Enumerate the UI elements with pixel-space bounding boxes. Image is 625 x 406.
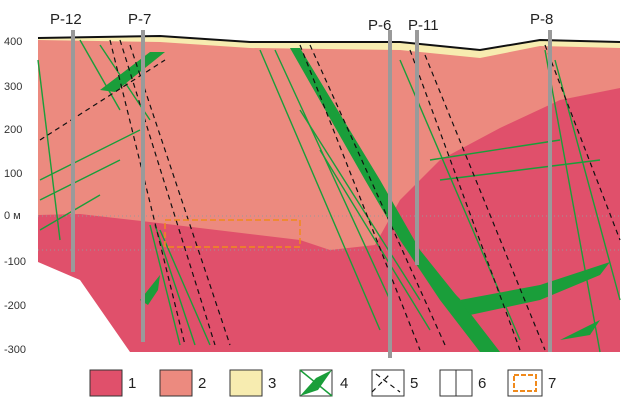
- legend-label: 6: [478, 375, 486, 392]
- legend-label: 3: [268, 375, 276, 392]
- legend-label: 7: [548, 375, 556, 392]
- depth-label: -300: [4, 344, 26, 356]
- legend-label: 1: [128, 375, 136, 392]
- borehole-label: P-6: [368, 17, 391, 34]
- depth-label: 100: [4, 168, 22, 180]
- borehole-label: P-12: [50, 11, 82, 28]
- depth-label: -100: [4, 256, 26, 268]
- borehole-label: P-8: [530, 11, 553, 28]
- legend-label: 5: [410, 375, 418, 392]
- depth-label: -200: [4, 300, 26, 312]
- legend-label: 4: [340, 375, 348, 392]
- legend: [90, 370, 542, 396]
- depth-label: 200: [4, 124, 22, 136]
- borehole-label: P-7: [128, 11, 151, 28]
- depth-label: 300: [4, 81, 22, 93]
- legend-label: 2: [198, 375, 206, 392]
- depth-label: 0 м: [4, 210, 21, 222]
- borehole-label: P-11: [408, 17, 439, 34]
- section-diagram: P-12 P-7 P-6 P-11 P-8 400 300 200 100 0 …: [0, 0, 625, 406]
- depth-label: 400: [4, 36, 22, 48]
